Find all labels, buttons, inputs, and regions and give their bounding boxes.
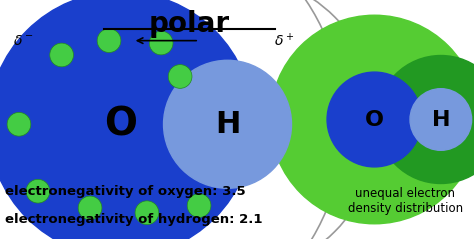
Ellipse shape [168, 65, 192, 88]
Text: unequal electron
density distribution: unequal electron density distribution [348, 187, 463, 215]
Ellipse shape [50, 43, 73, 67]
Ellipse shape [187, 194, 211, 217]
Ellipse shape [164, 60, 292, 188]
Ellipse shape [0, 0, 254, 239]
Text: O: O [365, 109, 384, 130]
Text: O: O [104, 105, 137, 143]
Text: electronegativity of hydrogen: 2.1: electronegativity of hydrogen: 2.1 [5, 213, 262, 226]
Text: electronegativity of oxygen: 3.5: electronegativity of oxygen: 3.5 [5, 185, 246, 198]
Text: $\delta^-$: $\delta^-$ [13, 34, 34, 48]
Ellipse shape [97, 29, 121, 53]
Text: H: H [215, 110, 240, 139]
Text: polar: polar [149, 10, 230, 38]
Text: $\delta^+$: $\delta^+$ [274, 32, 294, 49]
Ellipse shape [377, 55, 474, 184]
Ellipse shape [7, 112, 31, 136]
Ellipse shape [327, 72, 422, 167]
Text: H: H [431, 109, 450, 130]
Ellipse shape [410, 89, 472, 150]
Ellipse shape [135, 201, 159, 225]
Ellipse shape [270, 15, 474, 224]
Ellipse shape [78, 196, 102, 220]
Ellipse shape [149, 31, 173, 55]
Ellipse shape [26, 179, 50, 203]
